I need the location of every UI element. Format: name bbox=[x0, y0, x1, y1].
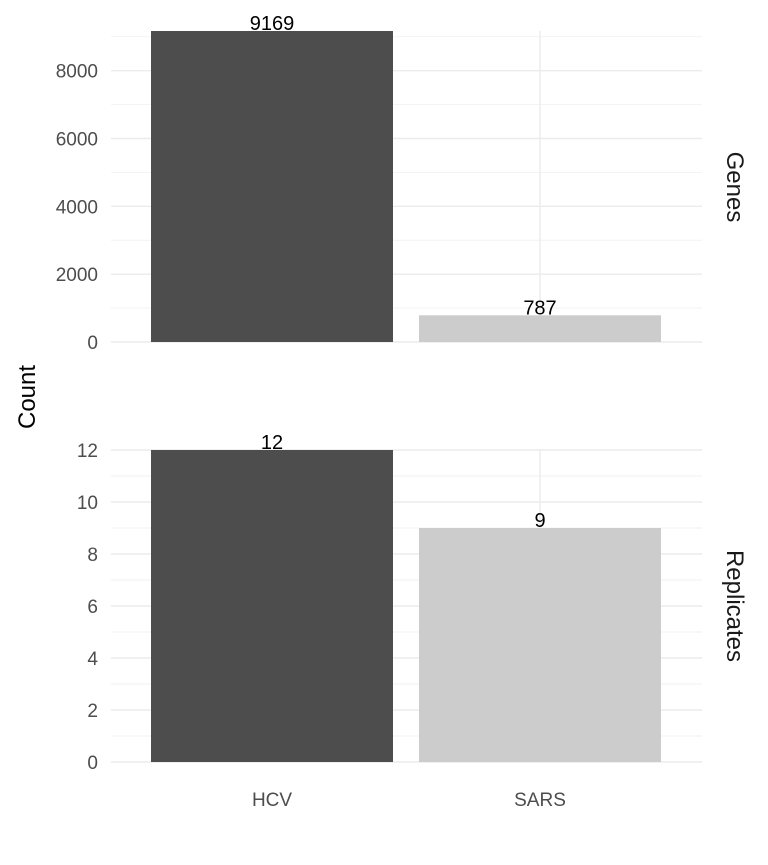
x-tick-label-sars: SARS bbox=[514, 790, 566, 811]
bar-sars bbox=[419, 315, 661, 342]
value-label-hcv: 12 bbox=[261, 432, 283, 454]
x-axis: HCV SARS bbox=[252, 790, 566, 811]
value-label-sars: 9 bbox=[534, 510, 545, 532]
panel-genes: 0 2000 4000 6000 8000 9169 787 Genes bbox=[56, 13, 748, 354]
y-tick-label: 12 bbox=[77, 441, 98, 462]
y-tick-label: 8 bbox=[87, 545, 98, 566]
value-label-sars: 787 bbox=[523, 297, 556, 319]
y-tick-label: 8000 bbox=[56, 62, 98, 83]
y-tick-label: 6 bbox=[87, 597, 98, 618]
y-tick-label: 2000 bbox=[56, 265, 98, 286]
y-tick-label: 6000 bbox=[56, 129, 98, 150]
y-tick-label: 0 bbox=[87, 333, 98, 354]
y-tick-label: 10 bbox=[77, 493, 98, 514]
y-tick-label: 0 bbox=[87, 753, 98, 774]
bar-hcv bbox=[151, 450, 393, 762]
y-tick-label: 4000 bbox=[56, 197, 98, 218]
value-label-hcv: 9169 bbox=[250, 13, 295, 35]
strip-label-genes: Genes bbox=[721, 152, 748, 223]
y-tick-label: 4 bbox=[87, 649, 98, 670]
bar-sars bbox=[419, 528, 661, 762]
panels-layer: 0 2000 4000 6000 8000 9169 787 Genes 0 2 4 6 8 10 12 12… bbox=[56, 13, 748, 774]
panel-replicates: 0 2 4 6 8 10 12 12 9 Replicates bbox=[77, 432, 748, 774]
bar-hcv bbox=[151, 31, 393, 342]
y-axis-title: Count bbox=[14, 365, 41, 429]
y-tick-label: 2 bbox=[87, 701, 98, 722]
strip-label-replicates: Replicates bbox=[721, 550, 748, 662]
x-tick-label-hcv: HCV bbox=[252, 790, 292, 811]
